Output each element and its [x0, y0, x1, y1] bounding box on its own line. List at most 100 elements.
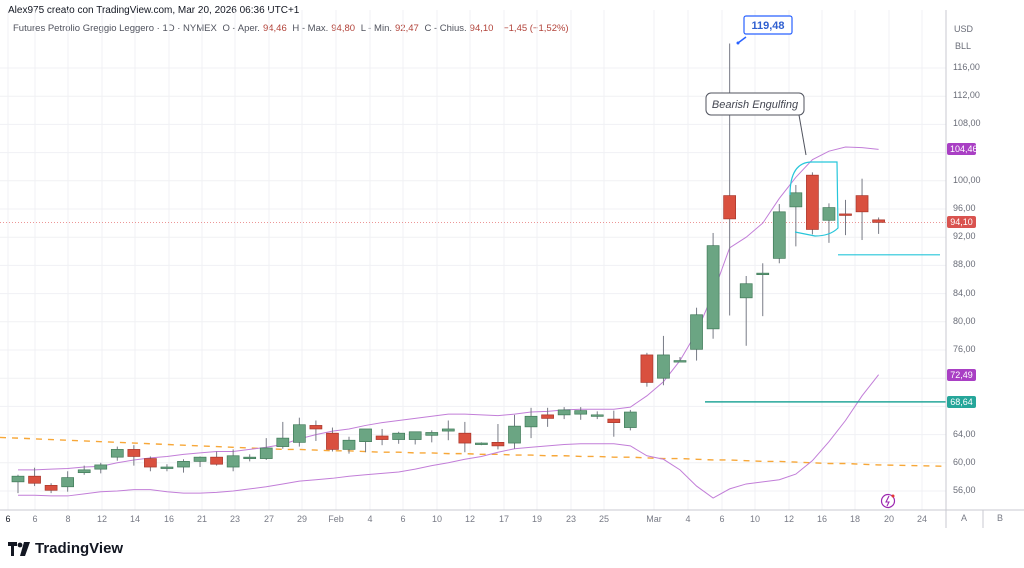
- time-tick: 10: [749, 514, 761, 524]
- candle[interactable]: [706, 232, 720, 339]
- time-tick: 16: [163, 514, 175, 524]
- candlesticks: [11, 43, 885, 494]
- time-tick: 12: [464, 514, 476, 524]
- candle[interactable]: [657, 335, 670, 386]
- time-tick: 18: [849, 514, 861, 524]
- candle[interactable]: [243, 454, 257, 462]
- time-tick: 16: [816, 514, 828, 524]
- candle[interactable]: [210, 451, 223, 466]
- candle[interactable]: [574, 407, 588, 420]
- price-tick: 112,00: [953, 90, 980, 101]
- candle[interactable]: [607, 410, 621, 437]
- chart-credit: Alex975 creato con TradingView.com, Mar …: [8, 5, 300, 16]
- price-badge: 72,49: [947, 368, 976, 381]
- time-tick: Feb: [328, 514, 344, 524]
- time-tick: 6: [5, 514, 11, 524]
- candle[interactable]: [690, 307, 703, 361]
- low-value: 92,47: [395, 23, 419, 34]
- price-tick: 84,00: [953, 287, 976, 298]
- pattern-callout[interactable]: Bearish Engulfing: [705, 92, 807, 156]
- candle[interactable]: [110, 446, 124, 461]
- candle[interactable]: [623, 409, 637, 431]
- price-tick: 60,00: [953, 456, 976, 467]
- candle[interactable]: [524, 407, 538, 439]
- candle[interactable]: [673, 357, 687, 363]
- price-tick: 108,00: [953, 118, 981, 129]
- candle[interactable]: [590, 411, 604, 420]
- time-tick: 8: [65, 514, 71, 524]
- logo-text: TradingView: [35, 540, 124, 557]
- candle[interactable]: [94, 462, 108, 474]
- candle[interactable]: [309, 420, 323, 441]
- candle[interactable]: [458, 421, 472, 453]
- candle[interactable]: [28, 467, 41, 487]
- lightning-icon[interactable]: [880, 493, 896, 509]
- candle[interactable]: [276, 421, 290, 449]
- time-tick: 14: [129, 514, 141, 524]
- candle[interactable]: [508, 414, 521, 449]
- candle[interactable]: [193, 456, 207, 468]
- price-tick: 88,00: [953, 259, 976, 270]
- symbol-name[interactable]: Futures Petrolio Greggio Leggero · 1D · …: [13, 23, 217, 34]
- time-tick: 23: [565, 514, 577, 524]
- candle[interactable]: [557, 407, 571, 420]
- time-tick: 12: [96, 514, 108, 524]
- auto-scale-button[interactable]: A: [961, 513, 968, 523]
- candle[interactable]: [61, 471, 75, 492]
- candle[interactable]: [772, 204, 786, 264]
- candle[interactable]: [160, 464, 174, 472]
- high-label: H - Max.: [292, 23, 329, 34]
- high-callout[interactable]: 119,48: [743, 15, 793, 35]
- candle[interactable]: [342, 436, 356, 454]
- price-tick: 56,00: [953, 485, 976, 495]
- time-tick: 19: [531, 514, 543, 524]
- open-label: O - Aper.: [222, 23, 260, 34]
- candle[interactable]: [756, 263, 770, 317]
- candle[interactable]: [789, 185, 803, 247]
- candle[interactable]: [491, 424, 505, 450]
- unit-label: BLL: [955, 41, 972, 51]
- candle[interactable]: [822, 203, 836, 243]
- candle[interactable]: [441, 420, 455, 441]
- time-tick: Mar: [646, 514, 662, 524]
- candle[interactable]: [723, 43, 737, 316]
- candle[interactable]: [326, 427, 339, 452]
- candle[interactable]: [359, 428, 372, 453]
- time-tick: 10: [431, 514, 443, 524]
- price-tick: 76,00: [953, 344, 976, 354]
- chart-grid: [0, 10, 946, 510]
- candle[interactable]: [226, 449, 240, 472]
- svg-text:119,48: 119,48: [751, 20, 784, 32]
- candle[interactable]: [425, 430, 439, 443]
- candle[interactable]: [44, 483, 58, 494]
- candle[interactable]: [293, 417, 306, 447]
- candle[interactable]: [806, 172, 819, 235]
- candle[interactable]: [144, 456, 157, 472]
- time-tick: 20: [883, 514, 895, 524]
- time-tick: 24: [916, 514, 928, 524]
- candle[interactable]: [872, 217, 885, 234]
- price-tick: 100,00: [953, 174, 981, 185]
- time-tick: 17: [498, 514, 510, 524]
- candle[interactable]: [11, 474, 25, 494]
- candle[interactable]: [475, 442, 488, 446]
- candle[interactable]: [541, 407, 554, 427]
- time-tick: 6: [719, 514, 725, 524]
- candle[interactable]: [77, 465, 91, 475]
- currency-label[interactable]: USD: [954, 24, 974, 34]
- candle[interactable]: [127, 445, 141, 466]
- time-tick: 12: [783, 514, 795, 524]
- candle[interactable]: [375, 428, 389, 446]
- candle[interactable]: [177, 459, 190, 473]
- candle[interactable]: [259, 438, 273, 460]
- tv-logo-icon: [8, 541, 30, 556]
- candle[interactable]: [408, 431, 422, 445]
- scale-b-button[interactable]: B: [997, 513, 1004, 523]
- candle[interactable]: [640, 352, 654, 387]
- time-tick: 6: [400, 514, 406, 524]
- candle[interactable]: [855, 178, 869, 241]
- candle[interactable]: [739, 275, 753, 346]
- candle[interactable]: [392, 431, 405, 444]
- candle[interactable]: [839, 199, 852, 236]
